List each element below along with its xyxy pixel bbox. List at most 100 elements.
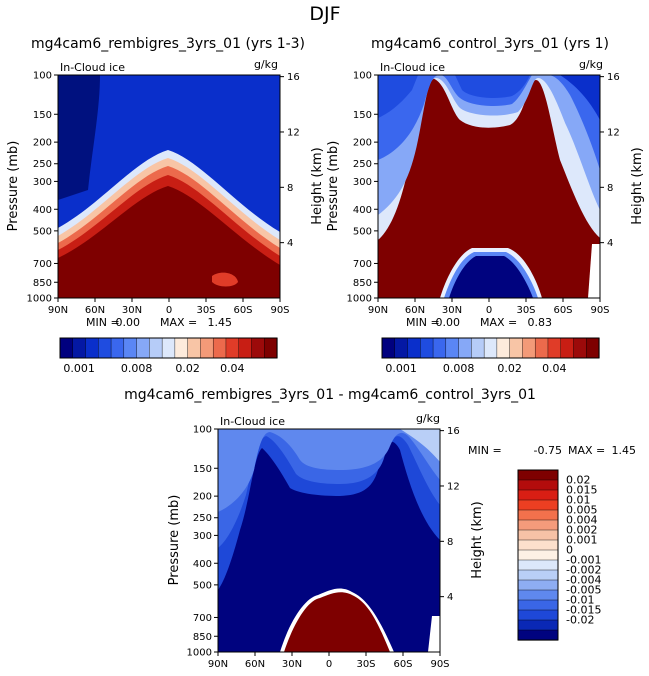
panel-c-max-value: 1.45: [612, 444, 637, 457]
panel-a-ptick-label: 1000: [27, 294, 52, 305]
panel-c-colorbar-swatch: [517, 489, 559, 501]
panel-a-colorbar-label: 0.02: [175, 362, 200, 375]
panel-a-ylabel: Pressure (mb): [6, 141, 21, 232]
panel-c-xtick-label: 90N: [208, 659, 228, 670]
panel-a-xtick-label: 30N: [122, 305, 142, 316]
panel-a-xtick-label: 0: [166, 305, 172, 316]
panel-b-colorbar: 0.001 0.008 0.02 0.04: [381, 337, 600, 375]
panel-a-ptick-label: 400: [33, 205, 52, 216]
panel-c-htick-label: 4: [447, 592, 453, 603]
panel-c-colorbar-label: 0.005: [566, 504, 598, 517]
panel-control: mg4cam6_control_3yrs_01 (yrs 1) In-Cloud…: [326, 36, 645, 375]
panel-c-colorbar-label: 0.004: [566, 514, 598, 527]
panel-rembigres: mg4cam6_rembigres_3yrs_01 (yrs 1-3) In-C…: [6, 36, 325, 375]
panel-a-axes: 90N 60N 30N 0 30S 60S 90S 100 150 200 250 300 400 500…: [27, 71, 300, 317]
panel-c-ptick-label: 200: [193, 492, 212, 503]
panel-b-colorbar-swatch: [471, 337, 485, 359]
panel-c-colorbar-label: -0.01: [566, 594, 594, 607]
panel-b-colorbar-swatch: [522, 337, 536, 359]
panel-c-colorbar-swatch: [517, 529, 559, 541]
panel-c-core: [284, 592, 390, 652]
panel-c-colorbar-swatch: [517, 609, 559, 621]
panel-c-colorbar-label: -0.002: [566, 564, 601, 577]
panel-b-xtick-label: 60S: [553, 305, 572, 316]
panel-a-ptick-label: 300: [33, 177, 52, 188]
panel-b-xtick-label: 0: [486, 305, 492, 316]
panel-a-colorbar-swatch: [136, 337, 150, 359]
panel-b-colorbar-label: 0.02: [497, 362, 522, 375]
panel-b-max-label: MAX =: [480, 316, 517, 329]
panel-a-colorbar-swatch: [264, 337, 278, 359]
panel-c-colorbar-label: -0.02: [566, 614, 594, 627]
panel-a-xtick-label: 60S: [233, 305, 252, 316]
panel-b-htick-label: 8: [607, 183, 613, 194]
panel-a-colorbar-swatch: [110, 337, 125, 359]
panel-a-htick-label: 4: [287, 238, 293, 249]
panel-b-title: mg4cam6_control_3yrs_01 (yrs 1): [371, 36, 609, 52]
panel-a-min-label: MIN =: [86, 316, 120, 329]
panel-b-htick-label: 12: [607, 127, 620, 138]
panel-b-colorbar-swatch: [432, 337, 447, 359]
panel-c-colorbar-frame: [517, 469, 559, 641]
panel-b-colorbar-swatch: [394, 337, 409, 359]
panel-c-xtick-label: 30S: [356, 659, 375, 670]
panel-b-max-value: 0.83: [528, 316, 553, 329]
panel-b-missing-corner: [588, 244, 600, 298]
panel-a-colorbar-swatch: [98, 337, 112, 359]
panel-b-xtick-label: 90S: [590, 305, 609, 316]
panel-c-colorbar: 0.020.0150.010.0050.0040.0020.0010-0.001…: [517, 469, 601, 641]
panel-b-colorbar-swatch: [381, 337, 396, 359]
panel-a-colorbar-swatch: [123, 337, 138, 359]
panel-b-colorbar-swatch: [420, 337, 434, 359]
panel-a-colorbar-swatch: [161, 337, 176, 359]
panel-b-xtick-label: 30N: [442, 305, 462, 316]
panel-c-colorbar-label: 0.002: [566, 524, 598, 537]
panel-c-ptick-label: 250: [193, 513, 212, 524]
panel-c-ptick-label: 150: [193, 464, 212, 475]
panel-b-colorbar-swatch: [560, 337, 575, 359]
panel-b-colorbar-swatch: [573, 337, 587, 359]
panel-a-ptick-label: 250: [33, 159, 52, 170]
panel-c-colorbar-label: 0.02: [566, 474, 591, 487]
panel-a-colorbar-label: 0.008: [121, 362, 153, 375]
panel-a-ptick-label: 150: [33, 110, 52, 121]
panel-c-htick-label: 16: [447, 426, 460, 437]
panel-b-htick-label: 4: [607, 238, 613, 249]
panel-a-colorbar-swatch: [174, 337, 189, 359]
panel-c-min-label: MIN =: [468, 444, 502, 457]
panel-a-xtick-label: 90S: [270, 305, 289, 316]
panel-a-y2label: Height (km): [310, 147, 325, 224]
panel-a-colorbar-swatch: [59, 337, 74, 359]
panel-b-lowcore: [449, 256, 533, 298]
panel-c-ptick-label: 500: [193, 580, 212, 591]
panel-a-colorbar-swatch: [200, 337, 214, 359]
panel-b-ptick-label: 300: [353, 177, 372, 188]
panel-c-colorbar-swatch: [517, 589, 559, 601]
panel-b-field-label: In-Cloud ice: [380, 61, 445, 74]
panel-c-colorbar-swatch: [517, 579, 559, 591]
panel-a-xtick-label: 60N: [85, 305, 105, 316]
panel-a-ptick-label: 850: [33, 278, 52, 289]
panel-c-colorbar-swatch: [517, 539, 559, 551]
panel-c-colorbar-swatch: [517, 619, 559, 631]
panel-b-upper-right: [560, 75, 600, 120]
panel-c-colorbar-swatch: [517, 519, 559, 531]
panel-a-colorbar-swatch: [251, 337, 265, 359]
panel-b-colorbar-swatch: [586, 337, 600, 359]
panel-c-xtick-label: 60S: [393, 659, 412, 670]
panel-a-ptick-label: 100: [33, 71, 52, 82]
panel-b-ptick-label: 1000: [347, 294, 372, 305]
panel-c-ptick-label: 700: [193, 613, 212, 624]
panel-b-contours: [378, 75, 600, 298]
panel-c-band-light: [218, 429, 440, 512]
panel-b-y2label: Height (km): [630, 147, 645, 224]
panel-a-ptick-label: 200: [33, 138, 52, 149]
panel-c-htick-label: 8: [447, 537, 453, 548]
panel-c-colorbar-label: -0.015: [566, 604, 601, 617]
panel-a-contours: [58, 75, 280, 298]
panel-b-colorbar-swatch: [496, 337, 511, 359]
panel-a-band-darkred: [58, 186, 280, 298]
panel-b-xtick-label: 90N: [368, 305, 388, 316]
panel-c-colorbar-label: 0.001: [566, 534, 598, 547]
